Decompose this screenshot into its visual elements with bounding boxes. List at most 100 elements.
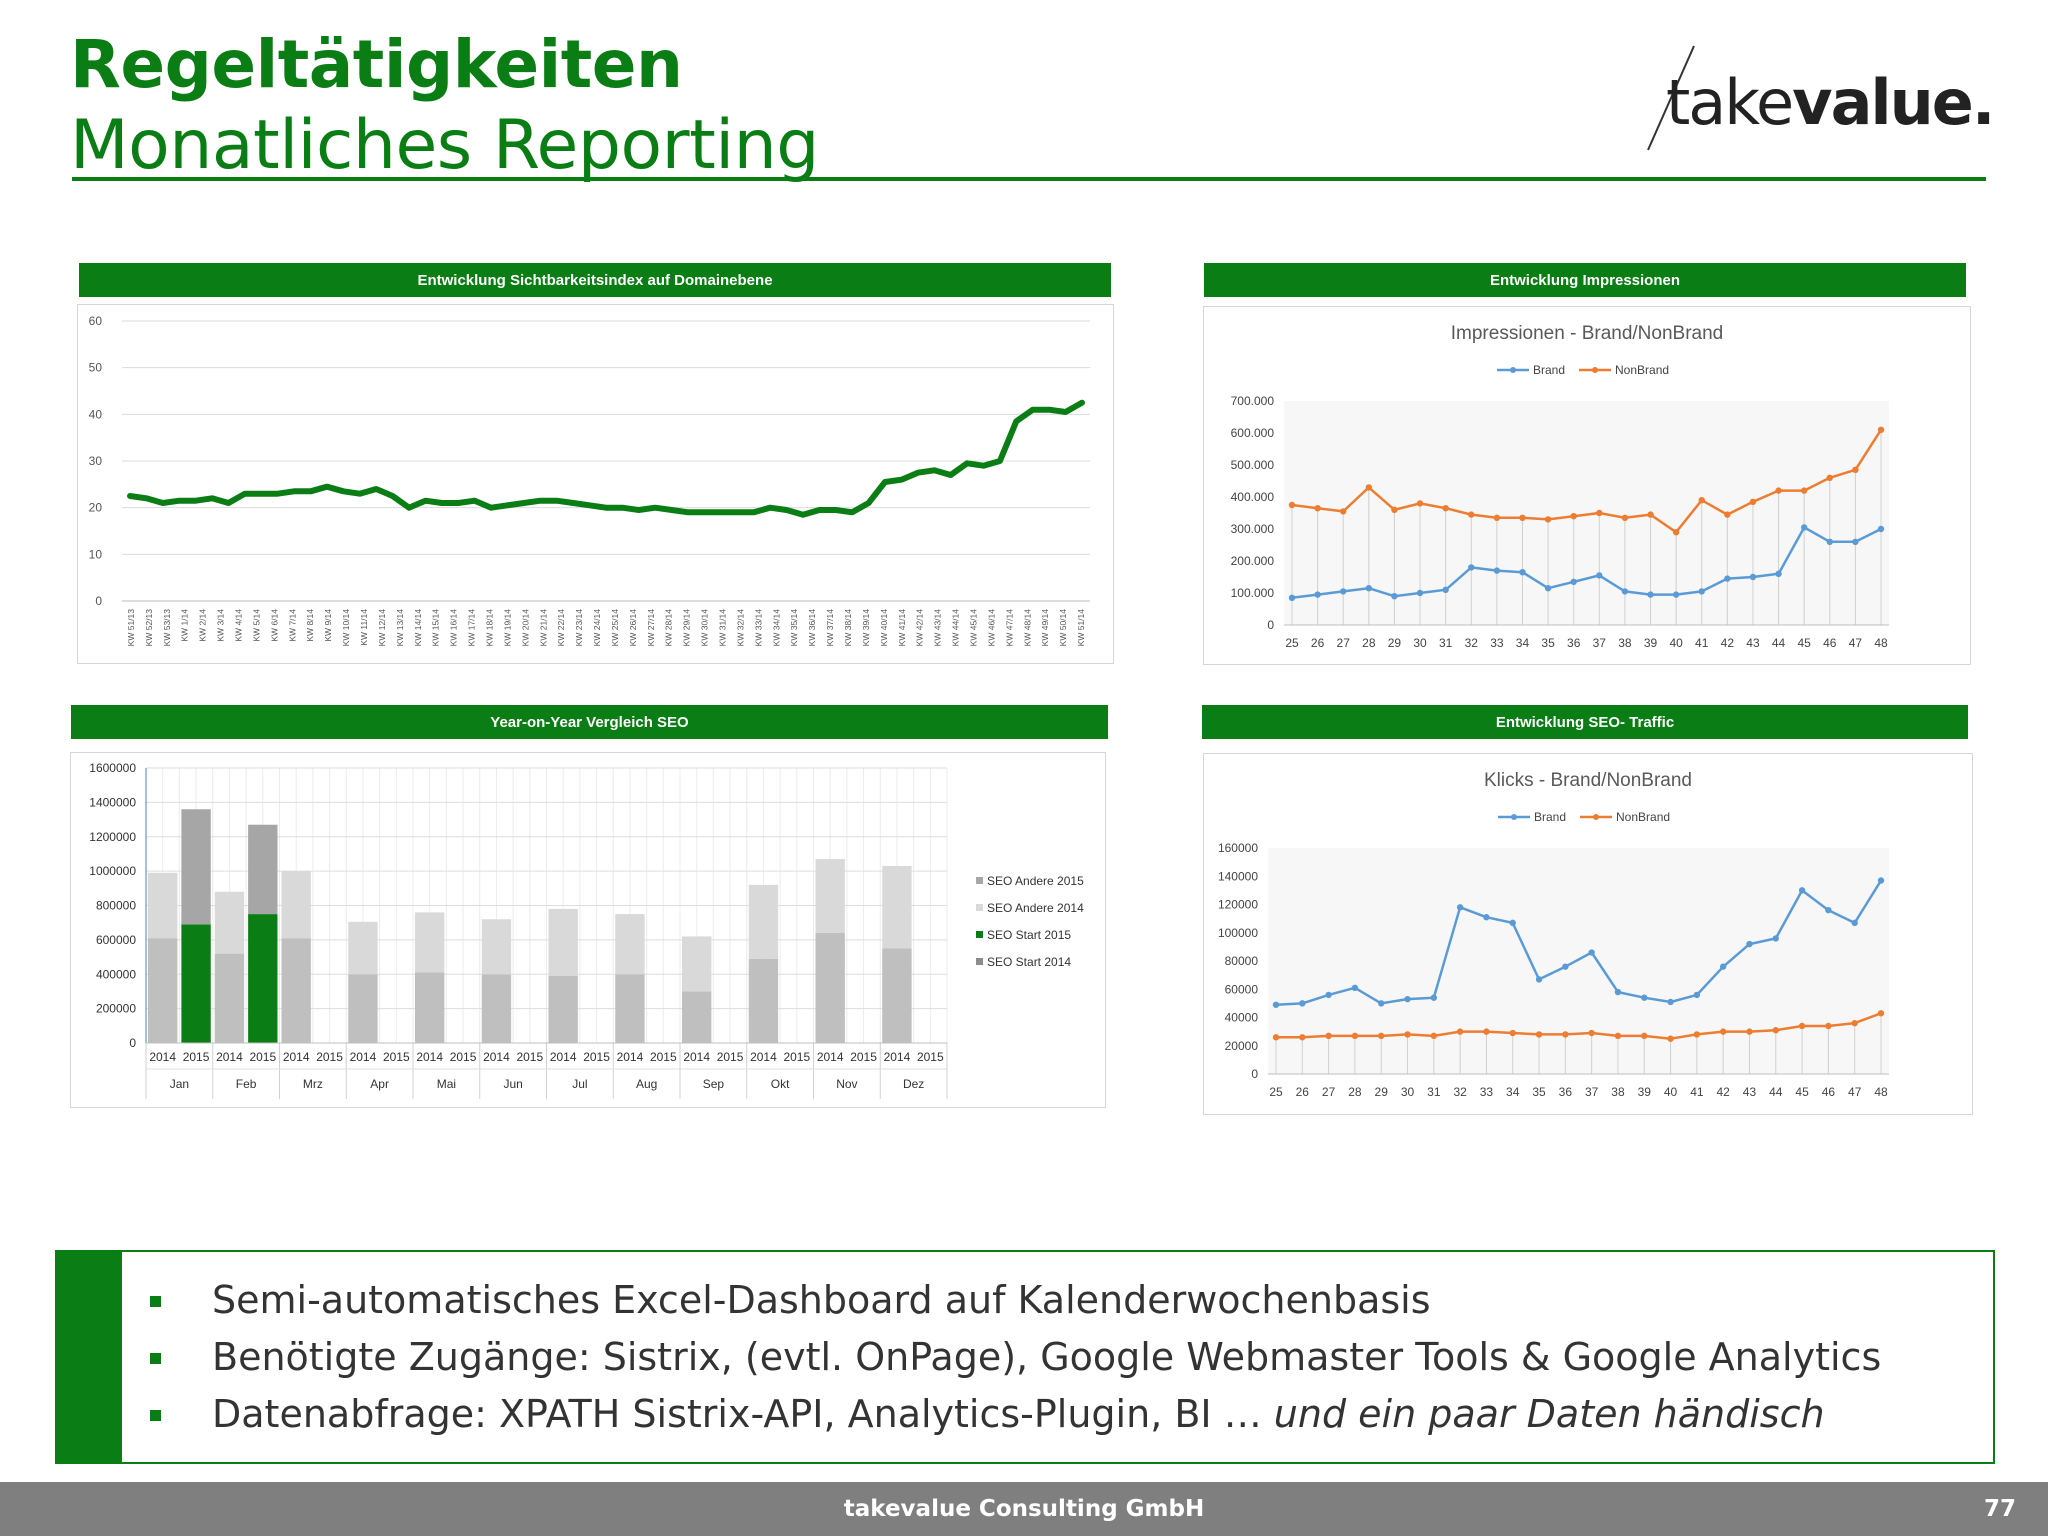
x-year-label: 2015 bbox=[717, 1050, 744, 1064]
point-brand bbox=[1456, 904, 1464, 911]
chart-title: Klicks - Brand/NonBrand bbox=[1484, 770, 1692, 791]
x-tick-label: KW 21/14 bbox=[538, 609, 548, 647]
point-brand bbox=[1772, 935, 1779, 942]
bar-seo-andere-2014 bbox=[882, 865, 912, 949]
x-tick-label: 44 bbox=[1772, 636, 1786, 650]
point-nonbrand bbox=[1698, 497, 1705, 504]
plot-area bbox=[1284, 401, 1889, 625]
x-tick-label: 31 bbox=[1439, 636, 1453, 650]
x-tick-label: 34 bbox=[1506, 1085, 1520, 1099]
panel-heading-traffic: Entwicklung SEO- Traffic bbox=[1202, 705, 1968, 739]
point-nonbrand bbox=[1562, 1031, 1569, 1038]
bar-seo-start-2014 bbox=[481, 974, 512, 1043]
x-tick-label: 48 bbox=[1874, 1085, 1888, 1099]
x-month-label: Mai bbox=[437, 1077, 456, 1091]
x-year-label: 2014 bbox=[216, 1050, 243, 1064]
y-tick-label: 0 bbox=[1251, 1067, 1258, 1081]
x-tick-label: 42 bbox=[1721, 636, 1735, 650]
x-tick-label: KW 24/14 bbox=[592, 609, 602, 647]
y-tick-label: 1600000 bbox=[89, 761, 136, 775]
y-tick-label: 1000000 bbox=[89, 864, 136, 878]
bar-seo-start-2014 bbox=[548, 975, 578, 1043]
point-brand bbox=[1493, 567, 1501, 574]
point-nonbrand bbox=[1519, 514, 1526, 521]
series-line-brand bbox=[1291, 526, 1882, 600]
slide-subtitle: Monatliches Reporting bbox=[70, 106, 819, 185]
y-tick-label: 600000 bbox=[96, 933, 136, 947]
point-brand bbox=[1647, 591, 1654, 598]
company-logo: takevalue. bbox=[1666, 66, 1995, 139]
point-brand bbox=[1325, 991, 1332, 999]
bar-seo-andere-2014 bbox=[481, 919, 512, 975]
x-year-label: 2015 bbox=[516, 1050, 543, 1064]
bullet-text-italic: und ein paar Daten händisch bbox=[1273, 1392, 1825, 1436]
logo-bold: value. bbox=[1792, 66, 1995, 139]
legend-nonbrand-marker bbox=[1593, 814, 1599, 820]
point-brand bbox=[1351, 984, 1359, 992]
x-tick-label: 44 bbox=[1769, 1085, 1783, 1099]
x-tick-label: KW 48/14 bbox=[1022, 609, 1032, 647]
legend-swatch bbox=[976, 877, 983, 884]
x-year-label: 2014 bbox=[550, 1050, 577, 1064]
x-tick-label: 47 bbox=[1848, 1085, 1862, 1099]
y-tick-label: 400000 bbox=[96, 967, 136, 981]
header-rule bbox=[72, 177, 1986, 181]
x-month-label: Nov bbox=[836, 1077, 857, 1091]
point-brand bbox=[1535, 976, 1543, 983]
x-tick-label: KW 53/13 bbox=[162, 609, 172, 647]
point-nonbrand bbox=[1340, 508, 1347, 515]
point-nonbrand bbox=[1719, 1028, 1727, 1035]
point-nonbrand bbox=[1288, 501, 1296, 509]
bullet-square-icon bbox=[150, 1353, 161, 1364]
x-year-label: 2014 bbox=[617, 1050, 644, 1064]
x-tick-label: 27 bbox=[1337, 636, 1351, 650]
x-tick-label: 48 bbox=[1874, 636, 1888, 650]
point-nonbrand bbox=[1416, 500, 1424, 507]
chart-traffic-box: Klicks - Brand/NonBrand Brand NonBrand 0 200… bbox=[1203, 753, 1973, 1115]
y-tick-label: 0 bbox=[129, 1036, 136, 1050]
x-tick-label: KW 1/14 bbox=[180, 609, 190, 642]
point-brand bbox=[1877, 877, 1885, 884]
point-nonbrand bbox=[1365, 484, 1373, 491]
point-nonbrand bbox=[1851, 1019, 1858, 1027]
y-tick-label: 60 bbox=[89, 314, 103, 328]
x-tick-label: 39 bbox=[1644, 636, 1658, 650]
point-nonbrand bbox=[1588, 1029, 1595, 1037]
slide-title: Regeltätigkeiten bbox=[70, 26, 683, 103]
x-tick-label: 41 bbox=[1690, 1085, 1704, 1099]
x-tick-label: KW 23/14 bbox=[574, 609, 584, 647]
point-brand bbox=[1877, 525, 1885, 533]
point-brand bbox=[1851, 919, 1858, 927]
x-tick-label: KW 16/14 bbox=[449, 609, 459, 647]
bar-seo-start-2014 bbox=[214, 953, 245, 1043]
x-tick-label: KW 26/14 bbox=[628, 609, 638, 647]
point-nonbrand bbox=[1647, 511, 1654, 518]
x-tick-label: KW 9/14 bbox=[323, 609, 333, 642]
x-tick-label: 29 bbox=[1375, 1085, 1389, 1099]
x-year-label: 2015 bbox=[383, 1050, 410, 1064]
point-brand bbox=[1724, 575, 1731, 582]
y-tick-label: 80000 bbox=[1225, 954, 1259, 968]
point-nonbrand bbox=[1456, 1028, 1464, 1035]
x-tick-label: KW 20/14 bbox=[520, 609, 530, 647]
point-nonbrand bbox=[1852, 466, 1859, 473]
x-tick-label: 46 bbox=[1823, 636, 1837, 650]
x-year-label: 2014 bbox=[683, 1050, 710, 1064]
point-nonbrand bbox=[1570, 513, 1577, 520]
x-tick-label: 26 bbox=[1296, 1085, 1310, 1099]
bar-seo-start-2014 bbox=[148, 938, 178, 1043]
point-nonbrand bbox=[1693, 1031, 1701, 1038]
point-brand bbox=[1442, 586, 1449, 593]
y-tick-label: 20000 bbox=[1225, 1039, 1259, 1053]
x-tick-label: 40 bbox=[1669, 636, 1683, 650]
x-tick-label: KW 30/14 bbox=[700, 609, 710, 647]
point-nonbrand bbox=[1749, 498, 1757, 505]
x-month-label: Mrz bbox=[303, 1077, 323, 1091]
x-tick-label: KW 25/14 bbox=[610, 609, 620, 647]
chart-impressionen: Impressionen - Brand/NonBrand Brand NonBra… bbox=[1231, 323, 1889, 650]
x-tick-label: 42 bbox=[1716, 1085, 1730, 1099]
bullet-text: Semi-automatisches Excel-Dashboard auf K… bbox=[212, 1278, 1431, 1322]
point-brand bbox=[1544, 585, 1552, 592]
x-tick-label: KW 3/14 bbox=[216, 609, 226, 642]
x-tick-label: 32 bbox=[1465, 636, 1479, 650]
